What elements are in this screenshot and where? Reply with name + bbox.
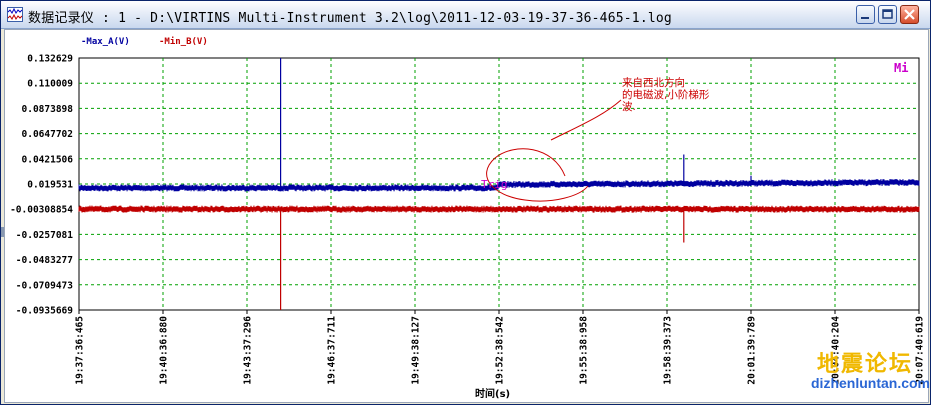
window-title: 数据记录仪 : 1 - D:\VIRTINS Multi-Instrument …	[28, 11, 672, 26]
watermark-site-name: 地震论坛	[817, 351, 914, 377]
x-tick-label: 19:52:38:542	[495, 316, 506, 385]
series-trace-a	[78, 179, 920, 192]
maximize-button[interactable]	[878, 5, 897, 24]
y-tick-label: -0.0935669	[16, 306, 73, 317]
chart-annotations: 来自西北方向的电磁波,小阶梯形波. Trig Mi 时间(s)	[475, 61, 908, 400]
chart-series	[78, 58, 920, 310]
series-trace-b	[78, 205, 920, 213]
close-icon	[904, 9, 915, 20]
x-axis-label: 时间(s)	[475, 387, 510, 400]
x-tick-label: 19:40:36:880	[159, 316, 170, 385]
annotation-note-line: 波.	[622, 100, 636, 113]
x-axis-ticks: 19:37:36:465 19:40:36:880 19:43:37:296 19:4…	[75, 310, 926, 385]
y-tick-label: 0.110009	[27, 79, 73, 90]
x-tick-label: 19:37:36:465	[75, 316, 86, 385]
y-tick-label: 0.132629	[27, 54, 73, 65]
trigger-marker: Trig	[481, 178, 508, 191]
y-tick-label: 0.0873898	[22, 104, 74, 115]
chart-client-area: 0.132629 0.110009 0.0873898 0.0647702 0.0421…	[4, 29, 930, 403]
y-tick-label: -0.0257081	[16, 230, 73, 241]
x-tick-label: 20:07:40:619	[915, 316, 926, 385]
annotation-note-line: 来自西北方向	[622, 76, 685, 89]
y-tick-label: -0.0709473	[16, 280, 73, 291]
waveform-app-icon	[7, 7, 23, 22]
corner-tag: Mi	[894, 61, 908, 75]
annotation-note-text: 来自西北方向的电磁波,小阶梯形波.	[622, 76, 710, 113]
x-tick-label: 20:01:39:789	[747, 316, 758, 385]
y-tick-label: -0.0483277	[16, 255, 73, 266]
maximize-icon	[882, 9, 893, 19]
x-tick-label: 19:49:38:127	[411, 316, 422, 385]
legend-series-b[interactable]: -Min_B(V)	[159, 37, 208, 47]
legend-series-a[interactable]: -Max_A(V)	[81, 37, 130, 47]
x-tick-label: 19:46:37:711	[327, 316, 338, 385]
x-tick-label: 19:55:38:958	[579, 316, 590, 385]
y-tick-label: 0.019531	[27, 180, 73, 191]
minimize-icon	[861, 17, 869, 19]
annotation-leader-line	[550, 99, 622, 141]
y-tick-label: 0.0647702	[22, 129, 73, 140]
x-tick-label: 19:43:37:296	[243, 316, 254, 385]
window-edge-grip[interactable]	[1, 227, 4, 237]
logger-chart[interactable]: 0.132629 0.110009 0.0873898 0.0647702 0.0421…	[5, 30, 928, 402]
annotation-note-line: 的电磁波,小阶梯形	[622, 88, 710, 101]
x-tick-label: 19:58:39:373	[663, 316, 674, 385]
y-axis-ticks: 0.132629 0.110009 0.0873898 0.0647702 0.0421…	[10, 54, 73, 317]
x-tick-label: 20:04:40:204	[831, 316, 842, 385]
watermark-url: dizhenluntan.com	[811, 375, 930, 391]
minimize-button[interactable]	[856, 5, 875, 24]
annotation-ellipse	[486, 148, 589, 202]
close-button[interactable]	[900, 5, 919, 24]
y-tick-label: -0.00308854	[10, 205, 73, 216]
title-bar[interactable]: 数据记录仪 : 1 - D:\VIRTINS Multi-Instrument …	[1, 1, 930, 29]
y-tick-label: 0.0421506	[22, 154, 74, 165]
